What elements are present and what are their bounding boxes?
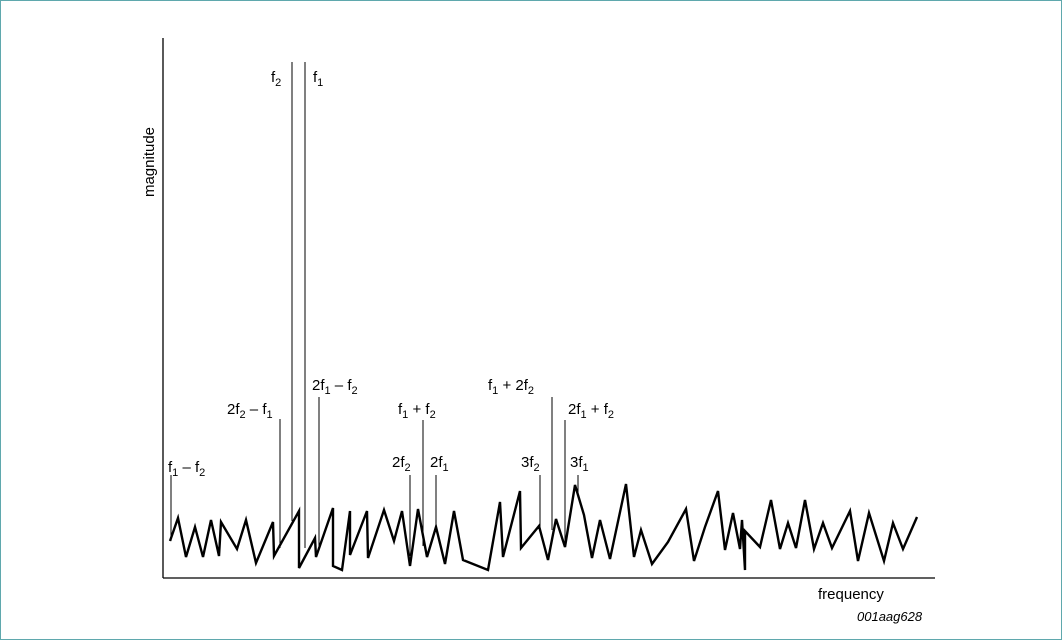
peak-label-subscript: 1 — [583, 462, 589, 474]
peak-label-subscript: 1 — [325, 385, 331, 397]
peak-label-subscript: 2 — [528, 385, 534, 397]
x-axis-label: frequency — [818, 586, 884, 603]
peak-label-subscript: 2 — [534, 462, 540, 474]
peak-label-subscript: 2 — [352, 385, 358, 397]
peak-label-subscript: 1 — [402, 409, 408, 421]
peak-label-subscript: 1 — [172, 467, 178, 479]
peak-lines — [170, 62, 579, 556]
peak-label-f1-f2: f1 – f2 — [168, 459, 205, 479]
peak-label-text: – f — [246, 401, 268, 418]
peak-label-text: 2f — [392, 454, 405, 471]
peak-label-text: + 2f — [498, 377, 528, 394]
peak-label-text: – f — [178, 459, 200, 476]
peak-label-subscript: 2 — [199, 467, 205, 479]
peak-label-subscript: 2 — [608, 409, 614, 421]
peak-label-subscript: 1 — [317, 77, 323, 89]
peak-label-2f1-f2: 2f1 – f2 — [312, 377, 358, 397]
peak-label-text: 3f — [570, 454, 583, 471]
peak-label-subscript: 1 — [581, 409, 587, 421]
peak-label-text: 2f — [312, 377, 325, 394]
figure-id: 001aag628 — [857, 609, 923, 624]
peak-label-text: f — [488, 377, 493, 394]
peak-label-text: f — [168, 459, 173, 476]
peak-label-subscript: 1 — [443, 462, 449, 474]
peak-label-text: + f — [587, 401, 609, 418]
peak-label-text: – f — [331, 377, 353, 394]
peak-label-2f2-f1: 2f2 – f1 — [227, 401, 273, 421]
peak-label-text: 2f — [430, 454, 443, 471]
peak-label-text: f — [398, 401, 403, 418]
peak-label-f1+2f2: f1 + 2f2 — [488, 377, 534, 397]
y-axis-label: magnitude — [141, 127, 158, 197]
peak-label-subscript: 1 — [267, 409, 273, 421]
peak-label-f1: f1 — [313, 69, 323, 89]
peak-label-subscript: 2 — [240, 409, 246, 421]
peak-label-text: f — [313, 69, 318, 86]
peak-label-2f1+f2: 2f1 + f2 — [568, 401, 614, 421]
peak-label-f2: f2 — [271, 69, 281, 89]
peak-label-text: + f — [408, 401, 430, 418]
peak-label-subscript: 2 — [430, 409, 436, 421]
peak-label-subscript: 2 — [405, 462, 411, 474]
peak-label-subscript: 1 — [492, 385, 498, 397]
peak-label-3f1: 3f1 — [570, 454, 589, 474]
peak-label-2f1: 2f1 — [430, 454, 449, 474]
peak-label-text: f — [271, 69, 276, 86]
peak-label-text: 2f — [568, 401, 581, 418]
noise-floor-trace — [168, 483, 919, 572]
peak-label-2f2: 2f2 — [392, 454, 411, 474]
peak-label-f1+f2: f1 + f2 — [398, 401, 436, 421]
peak-label-3f2: 3f2 — [521, 454, 540, 474]
peak-label-text: 2f — [227, 401, 240, 418]
peak-label-text: 3f — [521, 454, 534, 471]
peak-label-subscript: 2 — [275, 77, 281, 89]
